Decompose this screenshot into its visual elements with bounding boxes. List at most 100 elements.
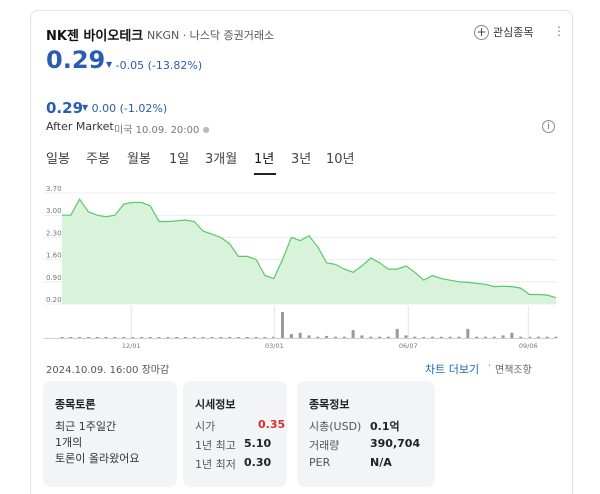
y-tick-label: 2.30	[46, 229, 62, 237]
volume-bar	[378, 336, 382, 338]
tab-daily[interactable]: 일봉	[46, 152, 70, 167]
market-cap-value: 0.1억	[370, 420, 400, 433]
tab-1day[interactable]: 1일	[169, 152, 190, 167]
volume-bar	[439, 336, 443, 338]
discussion-line3: 토론이 올라왔어요	[55, 452, 140, 465]
stock-name[interactable]: NK젠 바이오테크	[46, 29, 144, 44]
stock-info-card[interactable]: 종목정보 시총(USD) 0.1억 거래량 390,704 PER N/A	[297, 381, 435, 487]
volume-bar	[519, 336, 523, 338]
volume-bar	[413, 336, 417, 338]
open-label: 시가	[195, 420, 216, 433]
chart-more-link[interactable]: 차트 더보기	[425, 363, 480, 376]
down-triangle-icon: ▼	[106, 60, 113, 69]
chart-area	[61, 198, 557, 304]
disclaimer-link[interactable]: 면책조항	[495, 365, 532, 376]
volume-bar	[536, 336, 540, 338]
volume-bar	[78, 337, 82, 338]
volume-bar	[184, 337, 187, 338]
y-tick-label: 3.00	[46, 207, 62, 215]
volume-bar	[528, 336, 531, 338]
volume-label: 거래량	[309, 439, 340, 452]
current-price: 0.29	[46, 46, 106, 74]
volume-bar	[307, 335, 311, 338]
volume-bar	[157, 337, 161, 338]
price-area-fill	[62, 199, 556, 304]
volume-bar	[131, 337, 135, 338]
volume-bar	[122, 337, 126, 338]
volume-bar	[139, 337, 143, 338]
tab-monthly[interactable]: 월봉	[127, 152, 151, 167]
discussion-title: 종목토론	[55, 398, 96, 411]
tab-weekly[interactable]: 주봉	[86, 152, 110, 167]
tab-3month[interactable]: 3개월	[205, 152, 238, 167]
y-tick-label: 0.20	[46, 296, 62, 304]
volume-bar	[60, 337, 64, 338]
price-change-value: -0.05 (-13.82%)	[115, 59, 203, 72]
active-tab-indicator	[254, 173, 276, 175]
discussion-card[interactable]: 종목토론 최근 1주일간 1개의 토론이 올라왔어요	[43, 381, 177, 487]
volume-value: 390,704	[370, 437, 421, 450]
open-value: 0.35	[258, 418, 286, 431]
tab-1year[interactable]: 1년	[254, 152, 275, 167]
volume-bar	[316, 336, 320, 338]
volume-bar	[69, 337, 73, 338]
volume-bar	[351, 330, 355, 338]
x-tick-label: 06/07	[399, 342, 418, 350]
info-icon[interactable]: i	[542, 120, 555, 133]
after-market-time: 미국 10.09. 20:00 ●	[114, 121, 210, 136]
volume-bar	[457, 336, 461, 338]
after-market-label: After Market	[46, 120, 114, 133]
discussion-line2: 1개의	[55, 436, 83, 449]
tab-10year[interactable]: 10년	[326, 152, 355, 167]
volume-bar	[104, 337, 108, 338]
watchlist-label: 관심종목	[493, 26, 534, 39]
volume-bar	[289, 334, 293, 338]
volume-bar	[95, 337, 99, 338]
volume-bar	[325, 335, 329, 338]
volume-bar	[360, 335, 364, 338]
volume-bar	[554, 336, 558, 338]
y-tick-label: 1.60	[46, 252, 62, 260]
volume-bar	[545, 336, 549, 338]
volume-bar	[395, 328, 399, 338]
market-close-time: 2024.10.09. 16:00 장마감	[46, 365, 170, 376]
volume-bar	[448, 336, 452, 338]
price-chart[interactable]: 3.70 3.00 2.30 1.60 0.90 0.20 12/01 03/01 06/07…	[0, 180, 600, 355]
market-info-card[interactable]: 시세정보 시가 0.35 1년 최고 5.10 1년 최저 0.30	[183, 381, 287, 487]
price-change: ▼ -0.05 (-13.82%)	[106, 59, 202, 72]
volume-bar	[192, 337, 196, 338]
watchlist-button[interactable]: + 관심종목	[474, 24, 533, 40]
after-market-time-value: 미국 10.09. 20:00	[114, 125, 200, 136]
volume-bar	[113, 337, 117, 338]
volume-bar	[510, 332, 514, 338]
y-axis-ticks: 3.70 3.00 2.30 1.60 0.90 0.20	[46, 185, 62, 304]
x-tick-label: 12/01	[122, 342, 141, 350]
volume-bar	[431, 336, 434, 338]
volume-bar	[466, 328, 470, 338]
ticker-exchange: NKGN · 나스닥 증권거래소	[147, 29, 275, 42]
volume-bar	[475, 336, 479, 338]
volume-bar	[334, 336, 337, 338]
volume-bar	[369, 336, 373, 338]
volume-bar	[245, 337, 249, 338]
year-low-label: 1년 최저	[195, 458, 236, 471]
market-info-title: 시세정보	[195, 398, 236, 411]
volume-bar	[501, 335, 505, 338]
volume-bar	[483, 336, 487, 338]
status-dot-icon: ●	[202, 125, 210, 134]
discussion-line1: 최근 1주일간	[55, 420, 117, 433]
volume-bar	[342, 336, 346, 338]
volume-bar	[298, 332, 302, 338]
more-options-icon[interactable]: ⋮	[553, 24, 565, 38]
volume-bar	[210, 337, 214, 338]
market-cap-label: 시총(USD)	[309, 420, 362, 433]
volume-bar	[492, 336, 496, 338]
y-tick-label: 3.70	[46, 185, 62, 193]
year-high-value: 5.10	[244, 437, 272, 450]
plus-icon: +	[474, 24, 489, 40]
y-tick-label: 0.90	[46, 274, 62, 282]
tab-3year[interactable]: 3년	[291, 152, 312, 167]
volume-bar	[166, 337, 170, 338]
per-value: N/A	[370, 456, 392, 469]
year-high-label: 1년 최고	[195, 439, 236, 452]
